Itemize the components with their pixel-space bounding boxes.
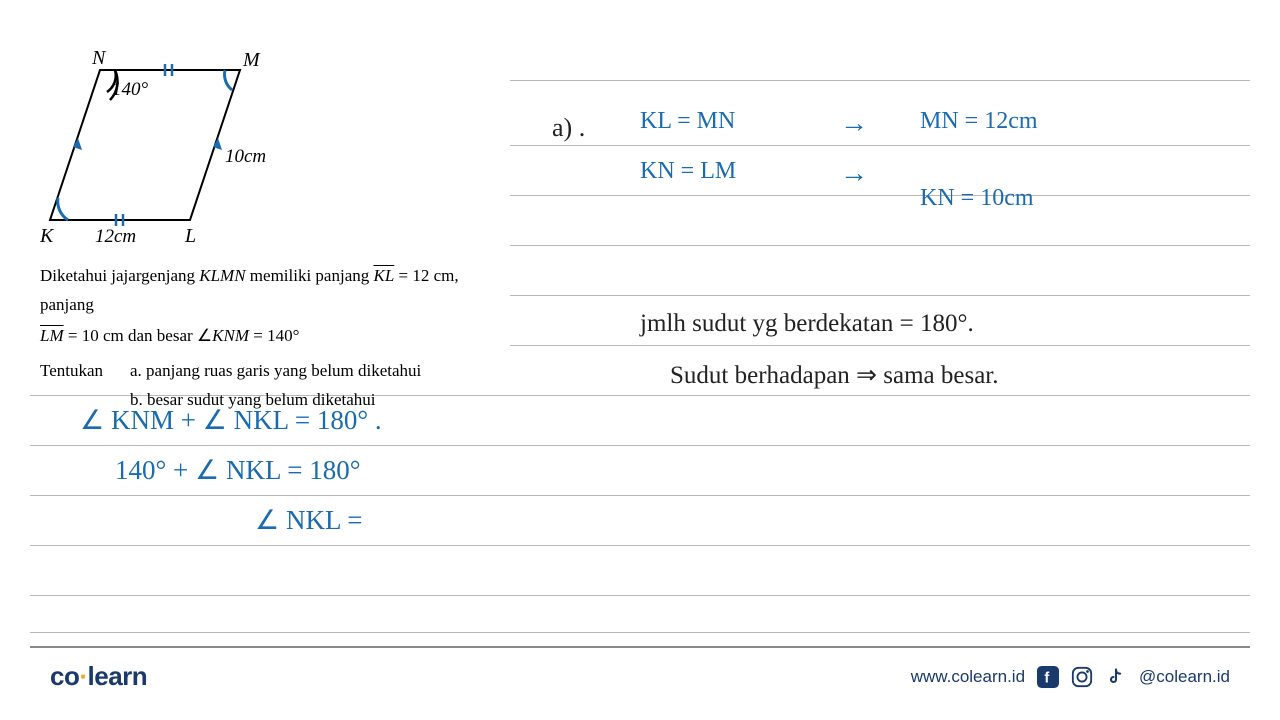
t: KL bbox=[374, 266, 395, 285]
angle-140: 140° bbox=[112, 79, 149, 100]
result-mn: MN = 12cm bbox=[920, 108, 1280, 135]
problem-line1: Diketahui jajargenjang KLMN memiliki pan… bbox=[40, 262, 500, 320]
svg-text:f: f bbox=[1044, 670, 1049, 686]
rule-line bbox=[510, 295, 1250, 296]
result-kn: KN = 10cm bbox=[920, 185, 1280, 212]
arrow-1: → bbox=[840, 108, 868, 140]
colearn-logo: co·learn bbox=[50, 661, 147, 692]
segment-lm: LM bbox=[40, 326, 64, 345]
logo-learn: learn bbox=[88, 661, 148, 691]
note-adjacent: jmlh sudut yg berdekatan = 180°. bbox=[640, 310, 974, 338]
rule-line bbox=[510, 145, 1250, 146]
rule-line bbox=[30, 595, 1250, 596]
t: LM bbox=[40, 326, 64, 345]
vertex-m: M bbox=[242, 50, 261, 71]
eq-kn-lm: KN = LM bbox=[640, 158, 736, 185]
equation-3: ∠ NKL = bbox=[255, 505, 362, 536]
t: KNM bbox=[212, 326, 249, 345]
note-opposite: Sudut berhadapan ⇒ sama besar. bbox=[670, 360, 999, 390]
rule-line bbox=[30, 445, 1250, 446]
t: Diketahui jajargenjang bbox=[40, 266, 199, 285]
segment-kl: KL bbox=[374, 266, 395, 285]
vertex-l: L bbox=[184, 225, 196, 247]
part-a-label: a) . bbox=[552, 113, 585, 143]
t: memiliki panjang bbox=[246, 266, 374, 285]
angle-k-arc bbox=[58, 198, 68, 220]
rule-line bbox=[510, 80, 1250, 81]
rule-line bbox=[510, 345, 1250, 346]
rule-line bbox=[30, 495, 1250, 496]
side-12cm: 12cm bbox=[95, 226, 136, 247]
problem-statement: Diketahui jajargenjang KLMN memiliki pan… bbox=[40, 262, 500, 414]
angle-m-arc bbox=[225, 70, 232, 90]
footer-divider bbox=[30, 646, 1250, 648]
logo-dot-icon: · bbox=[79, 661, 87, 691]
equation-2: 140° + ∠ NKL = 180° bbox=[115, 455, 361, 486]
instagram-icon bbox=[1071, 666, 1093, 688]
rule-line bbox=[510, 245, 1250, 246]
t: = 140° bbox=[249, 326, 299, 345]
task-a: a. panjang ruas garis yang belum diketah… bbox=[130, 357, 421, 386]
equation-1: ∠ KNM + ∠ NKL = 180° . bbox=[80, 405, 382, 436]
arrow-2: → bbox=[840, 158, 868, 190]
vertex-k: K bbox=[40, 225, 55, 247]
t: KLMN bbox=[199, 266, 245, 285]
side-10cm: 10cm bbox=[225, 146, 266, 167]
page-root: N M K L 140° 10cm 12cm Diketahui jajarge… bbox=[0, 0, 1280, 720]
rule-line bbox=[30, 545, 1250, 546]
rule-line bbox=[30, 632, 1250, 633]
problem-line2: LM = 10 cm dan besar ∠KNM = 140° bbox=[40, 322, 500, 351]
tiktok-icon bbox=[1105, 666, 1127, 688]
facebook-icon: f bbox=[1037, 666, 1059, 688]
footer-url: www.colearn.id bbox=[911, 667, 1025, 687]
eq-kl-mn: KL = MN bbox=[640, 108, 735, 135]
footer: co·learn www.colearn.id f @colearn.id bbox=[0, 661, 1280, 692]
parallelogram-diagram: N M K L 140° 10cm 12cm bbox=[40, 50, 270, 230]
logo-co: co bbox=[50, 661, 79, 691]
footer-right: www.colearn.id f @colearn.id bbox=[911, 666, 1230, 688]
diagram-svg: N M K L 140° 10cm 12cm bbox=[40, 50, 300, 250]
vertex-n: N bbox=[91, 50, 107, 69]
t: = 10 cm dan besar ∠ bbox=[64, 326, 213, 345]
footer-handle: @colearn.id bbox=[1139, 667, 1230, 687]
